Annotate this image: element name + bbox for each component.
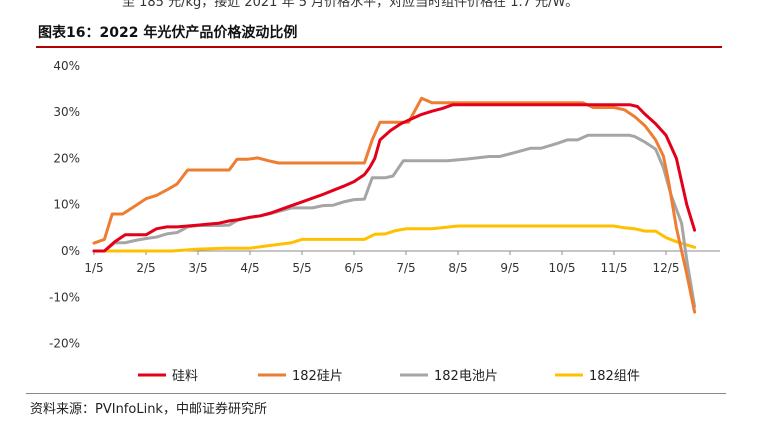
y-tick-label: 20%: [53, 151, 80, 165]
source-note: 资料来源：PVInfoLink，中邮证券研究所: [30, 402, 267, 417]
price-change-chart: 40% 30% 20% 10% 0% -10% -20% 1/5 2/5 3/5 4/5 5/5 6/5…: [49, 59, 720, 384]
series-line-4: [92, 224, 697, 253]
title-underline: [36, 46, 722, 48]
source-divider: [26, 393, 726, 394]
y-tick-label: 30%: [53, 105, 80, 119]
legend: 硅料 182硅片 182电池片 182组件: [138, 369, 640, 384]
y-tick-label: -20%: [49, 337, 80, 351]
series-lines: [92, 96, 697, 314]
x-tick-label: 7/5: [396, 261, 415, 275]
x-tick-label: 11/5: [601, 261, 628, 275]
series-line-3: [92, 133, 697, 309]
x-tick-label: 6/5: [344, 261, 363, 275]
x-tick-label: 8/5: [448, 261, 467, 275]
legend-label: 182硅片: [292, 369, 343, 384]
x-tick-label: 1/5: [84, 261, 103, 275]
y-tick-label: 40%: [53, 59, 80, 73]
cut-off-paragraph: 至 185 元/kg，接近 2021 年 5 月价格水平，对应当时组件价格在 1…: [122, 0, 579, 10]
x-tick-label: 12/5: [653, 261, 680, 275]
axes: 40% 30% 20% 10% 0% -10% -20% 1/5 2/5 3/5 4/5 5/5 6/5…: [49, 59, 720, 351]
x-tick-label: 4/5: [240, 261, 259, 275]
x-tick-label: 9/5: [500, 261, 519, 275]
legend-label: 硅料: [172, 369, 198, 384]
y-tick-label: -10%: [49, 290, 80, 304]
x-tick-label: 3/5: [188, 261, 207, 275]
y-tick-label: 10%: [53, 198, 80, 212]
legend-label: 182电池片: [434, 369, 498, 384]
series-line-1: [92, 103, 697, 253]
x-tick-label: 10/5: [549, 261, 576, 275]
legend-label: 182组件: [589, 369, 640, 384]
x-tick-label: 2/5: [136, 261, 155, 275]
chart-title: 图表16：2022 年光伏产品价格波动比例: [38, 25, 298, 41]
y-tick-label: 0%: [61, 244, 80, 258]
x-tick-label: 5/5: [292, 261, 311, 275]
series-line-2: [92, 96, 697, 314]
